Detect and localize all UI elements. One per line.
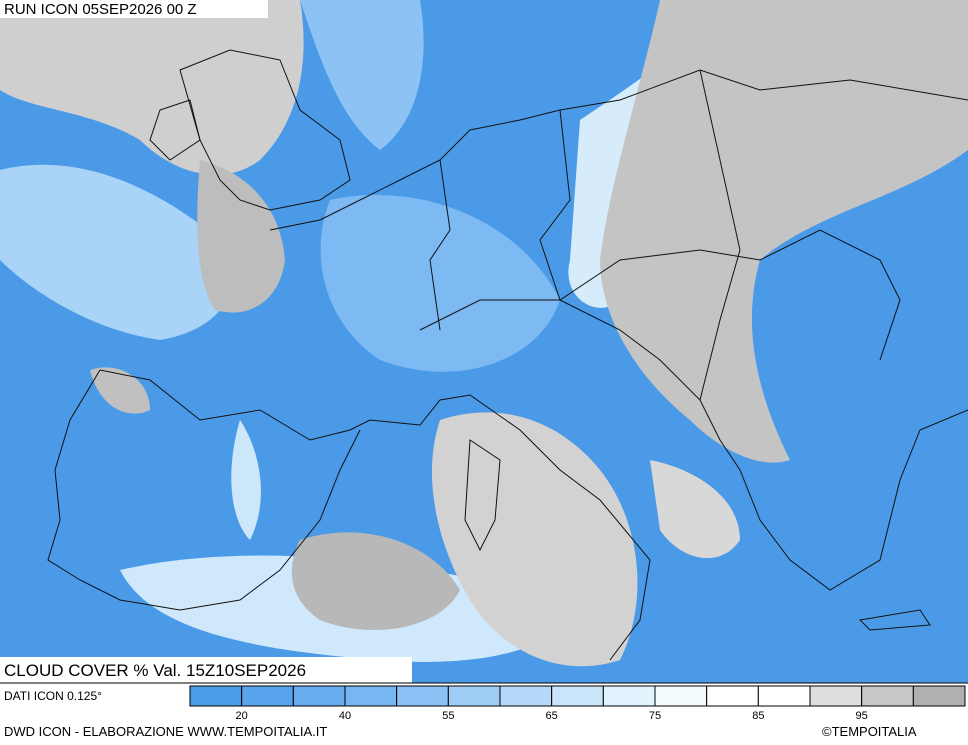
copyright: ©TEMPOITALIA (822, 724, 917, 739)
coastline (47, 369, 361, 611)
overcast-area (197, 160, 285, 313)
cloud-area (0, 164, 232, 340)
coastline (559, 299, 968, 591)
legend-label: 55 (442, 710, 454, 722)
coastline (464, 439, 501, 552)
coastline (179, 49, 351, 211)
border (699, 69, 741, 401)
color-legend: 20 40 55 65 75 85 95 (189, 685, 966, 722)
legend-swatch (912, 685, 966, 707)
data-source: DATI ICON 0.125° (4, 689, 102, 703)
cloud-area (320, 194, 560, 372)
coastline (99, 369, 651, 661)
coastline (149, 99, 201, 161)
coastlines (47, 49, 968, 661)
legend-swatch (189, 685, 243, 707)
legend-label: 65 (546, 710, 558, 722)
cloud-area (231, 420, 261, 540)
legend-label: 40 (339, 710, 351, 722)
border (539, 109, 571, 301)
overcast-area (431, 412, 638, 667)
run-label-box (0, 0, 268, 18)
legend-swatch (447, 685, 501, 707)
legend-swatch (551, 685, 604, 707)
overcast-area (650, 460, 740, 559)
border (419, 229, 901, 361)
overcast-area (90, 367, 150, 414)
legend-swatch (706, 685, 759, 707)
legend-swatch (344, 685, 398, 707)
credit: DWD ICON - ELABORAZIONE WWW.TEMPOITALIA.… (4, 724, 327, 739)
legend-swatch (396, 685, 449, 707)
variable-label: CLOUD COVER % Val. 15Z10SEP2026 (4, 661, 306, 680)
legend-swatch (809, 685, 863, 707)
legend-swatch (241, 685, 294, 707)
legend-label: 20 (236, 710, 248, 722)
legend-label: 95 (856, 710, 868, 722)
overcast-area (291, 532, 460, 630)
overcast-area (600, 0, 968, 463)
map (0, 0, 968, 683)
legend-swatch (757, 685, 811, 707)
legend-swatch (292, 685, 346, 707)
legend-swatch (654, 685, 708, 707)
overcast-area (0, 0, 304, 175)
legend-swatch (861, 685, 914, 707)
legend-label: 85 (752, 710, 764, 722)
border (429, 159, 451, 331)
coastline (858, 609, 931, 631)
legend-swatch (602, 685, 656, 707)
run-label: RUN ICON 05SEP2026 00 Z (4, 1, 197, 18)
variable-label-box (0, 657, 412, 683)
cloud-area (300, 0, 424, 150)
legend-label: 75 (649, 710, 661, 722)
coastline (269, 69, 968, 231)
legend-swatch (499, 685, 553, 707)
